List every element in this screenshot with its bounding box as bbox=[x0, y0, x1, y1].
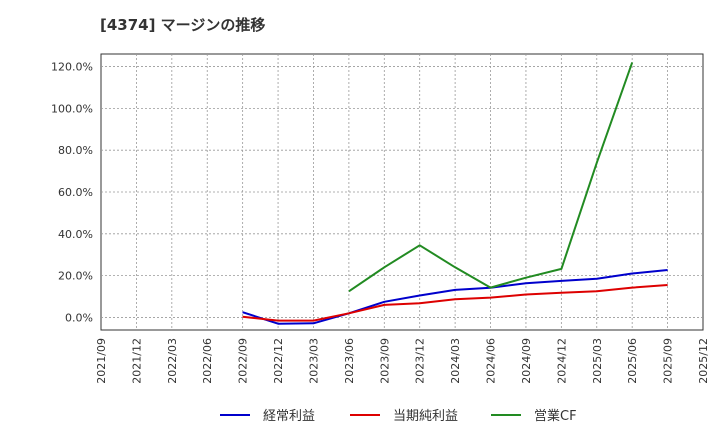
x-tick-label: 2022/09 bbox=[237, 338, 250, 384]
x-tick-label: 2024/06 bbox=[485, 338, 498, 384]
chart-title: [4374] マージンの推移 bbox=[100, 16, 266, 34]
y-tick-label: 40.0% bbox=[58, 228, 93, 241]
x-axis-tick-labels: 2021/09 2021/12 2022/03 2022/06 2022/09 2022/… bbox=[95, 338, 710, 384]
x-tick-label: 2024/03 bbox=[449, 338, 462, 384]
x-tick-label: 2025/06 bbox=[626, 338, 639, 384]
x-tick-label: 2023/06 bbox=[343, 338, 356, 384]
grid-lines bbox=[101, 54, 703, 330]
y-tick-label: 80.0% bbox=[58, 144, 93, 157]
y-tick-label: 60.0% bbox=[58, 186, 93, 199]
y-tick-label: 20.0% bbox=[58, 270, 93, 283]
series-line-当期純利益 bbox=[242, 284, 668, 322]
series-line-経常利益 bbox=[242, 269, 668, 325]
x-tick-label: 2022/03 bbox=[166, 338, 179, 384]
x-tick-label: 2024/09 bbox=[520, 338, 533, 384]
x-tick-label: 2025/03 bbox=[591, 338, 604, 384]
x-tick-label: 2022/06 bbox=[201, 338, 214, 384]
series-lines bbox=[242, 62, 668, 325]
y-tick-label: 100.0% bbox=[51, 102, 93, 115]
series-line-営業CF bbox=[348, 62, 634, 293]
legend-label: 経常利益 bbox=[263, 409, 315, 424]
legend-label: 営業CF bbox=[534, 408, 577, 424]
x-tick-label: 2021/09 bbox=[95, 338, 108, 384]
x-tick-label: 2023/12 bbox=[414, 338, 427, 384]
x-tick-label: 2024/12 bbox=[555, 338, 568, 384]
x-tick-label: 2022/12 bbox=[272, 338, 285, 384]
legend-label: 当期純利益 bbox=[393, 409, 458, 424]
y-tick-label: 0.0% bbox=[65, 311, 93, 324]
y-axis-tick-labels: 0.0% 20.0% 40.0% 60.0% 80.0% 100.0% 120.0% bbox=[51, 61, 93, 325]
legend: 経常利益 当期純利益 営業CF bbox=[220, 408, 577, 424]
y-tick-label: 120.0% bbox=[51, 61, 93, 74]
x-tick-label: 2025/12 bbox=[697, 338, 710, 384]
x-tick-label: 2021/12 bbox=[130, 338, 143, 384]
x-tick-label: 2023/09 bbox=[378, 338, 391, 384]
x-tick-label: 2023/03 bbox=[307, 338, 320, 384]
x-tick-label: 2025/09 bbox=[662, 338, 675, 384]
